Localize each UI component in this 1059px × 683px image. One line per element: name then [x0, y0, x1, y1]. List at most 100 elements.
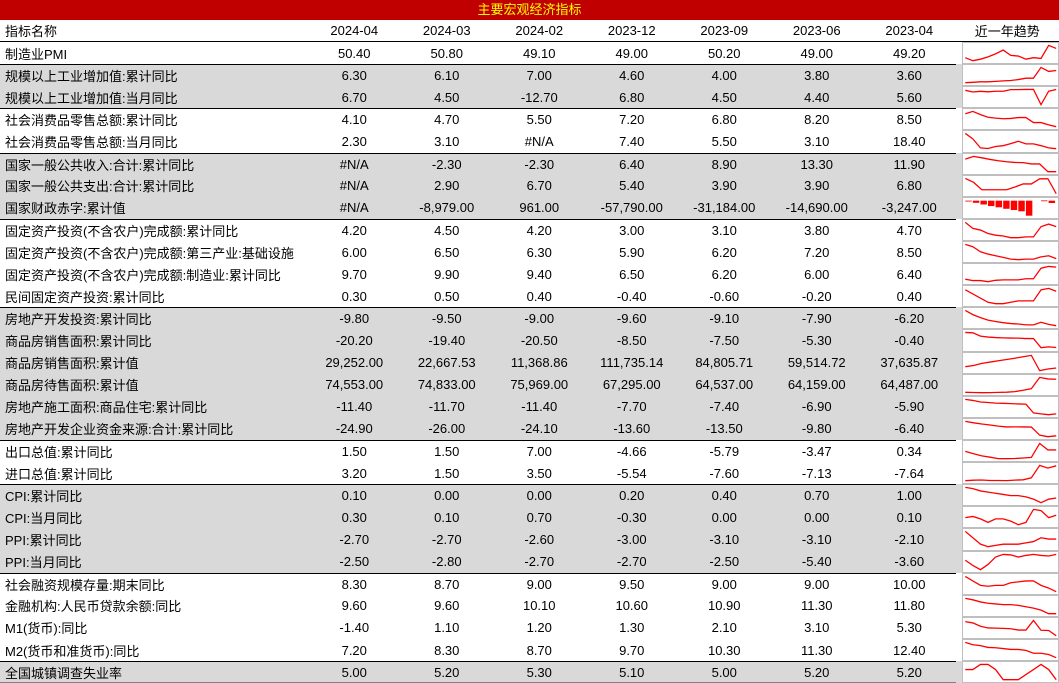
table-row: 商品房销售面积:累计同比 -20.20 -19.40 -20.50 -8.50 …: [0, 329, 1059, 352]
value-cell: 5.00: [678, 661, 771, 683]
value-cell: 10.30: [707, 642, 741, 658]
trend-sparkline: [961, 218, 1059, 241]
value-cell: 6.80: [863, 174, 956, 197]
value-cell: 64,537.00: [678, 373, 771, 396]
trend-sparkline: [961, 86, 1059, 109]
value-cell: 2.90: [400, 174, 493, 197]
indicator-name: 规模以上工业增加值:累计同比: [0, 64, 308, 87]
value-cell: 11.80: [893, 598, 926, 614]
value-cell: 0.00: [493, 484, 586, 507]
sparkline-svg: [964, 486, 1056, 504]
trend-sparkline: [961, 240, 1059, 264]
value-cell: 1.30: [619, 620, 645, 636]
table-row: PPI:累计同比 -2.70 -2.70 -2.60 -3.00 -3.10 -…: [0, 528, 1059, 551]
value-cell: -2.60: [493, 528, 586, 551]
table-row: PPI:当月同比 -2.50 -2.80 -2.70 -2.70 -2.50 -…: [0, 550, 1059, 573]
trend-sparkline: [961, 594, 1059, 617]
value-cell: -2.30: [400, 152, 493, 175]
value-cell: -11.40: [308, 395, 401, 418]
value-cell: 0.30: [308, 506, 401, 529]
value-cell: -5.79: [678, 439, 771, 462]
value-cell: 8.30: [308, 572, 401, 595]
trend-sparkline: [961, 174, 1059, 197]
value-cell: 49.00: [800, 45, 834, 61]
value-cell: -9.80: [770, 417, 863, 440]
value-cell: 961.00: [493, 196, 586, 219]
value-cell: 7.00: [493, 439, 586, 462]
value-cell: 4.20: [493, 218, 586, 241]
value-cell: 6.30: [308, 64, 401, 87]
column-header-2023-04: 2023-04: [885, 23, 934, 38]
value-cell: 9.60: [434, 598, 460, 614]
value-cell: -0.60: [709, 288, 740, 304]
value-cell: -31,184.00: [678, 196, 771, 219]
indicator-name: 房地产开发企业资金来源:合计:累计同比: [0, 417, 308, 440]
value-cell: 5.30: [896, 620, 922, 636]
value-cell: -0.30: [585, 506, 678, 529]
trend-sparkline: [961, 395, 1059, 418]
table-row: 进口总值:累计同比 3.20 1.50 3.50 -5.54 -7.60 -7.…: [0, 462, 1059, 485]
trend-cell: [956, 638, 1059, 662]
value-cell: -2.70: [308, 528, 401, 551]
value-cell: 9.70: [619, 642, 645, 658]
trend-cell: [956, 130, 1059, 153]
sparkline-svg: [964, 221, 1056, 239]
sparkline-svg: [964, 44, 1056, 62]
value-cell: 1.20: [526, 620, 552, 636]
table-row: 社会消费品零售总额:累计同比 4.10 4.70 5.50 7.20 6.80 …: [0, 108, 1059, 131]
indicator-name: M1(货币):同比: [5, 621, 88, 637]
sparkline-svg: [964, 200, 1055, 216]
value-cell: 10.60: [615, 598, 649, 614]
value-cell: -24.10: [493, 417, 586, 440]
value-cell: -3.00: [585, 528, 678, 551]
indicator-name: 商品房销售面积:累计值: [0, 351, 308, 374]
trend-sparkline: [961, 64, 1059, 87]
sparkline-svg: [964, 420, 1056, 438]
table-row: 房地产施工面积:商品住宅:累计同比 -11.40 -11.70 -11.40 -…: [0, 395, 1059, 418]
value-cell: 3.10: [804, 133, 830, 149]
value-cell: 9.00: [493, 572, 586, 595]
value-cell: 6.40: [896, 266, 922, 282]
value-cell: 3.90: [770, 174, 863, 197]
indicator-name: 社会消费品零售总额:累计同比: [0, 108, 308, 130]
column-header-2023-06: 2023-06: [792, 23, 841, 38]
value-cell: -13.50: [678, 417, 771, 440]
indicator-name: M2(货币和准货币):同比: [5, 643, 140, 659]
value-cell: 8.70: [400, 572, 493, 595]
trend-cell: [955, 196, 1059, 219]
value-cell: 4.00: [678, 64, 771, 87]
trend-sparkline: [961, 130, 1059, 153]
trend-sparkline: [961, 285, 1059, 308]
value-cell: 49.00: [615, 45, 649, 61]
value-cell: 0.40: [678, 484, 771, 507]
sparkline-svg: [964, 553, 1056, 570]
trend-sparkline: [961, 638, 1059, 662]
value-cell: 0.40: [526, 288, 552, 304]
table-row: 商品房待售面积:累计值 74,553.00 74,833.00 75,969.0…: [0, 373, 1059, 396]
trend-sparkline: [961, 528, 1059, 551]
value-cell: -24.90: [308, 417, 401, 440]
value-cell: -13.60: [585, 417, 678, 440]
table-row: 房地产开发投资:累计同比 -9.80 -9.50 -9.00 -9.60 -9.…: [0, 307, 1059, 330]
indicator-name: 固定资产投资(不含农户)完成额:第三产业:基础设施: [5, 245, 294, 261]
indicator-name: 固定资产投资(不含农户)完成额:累计同比: [0, 218, 308, 241]
value-cell: 0.50: [434, 288, 460, 304]
trend-sparkline: [961, 351, 1059, 374]
value-cell: 7.00: [493, 64, 586, 87]
value-cell: 1.00: [863, 484, 956, 507]
value-cell: 2.10: [711, 620, 737, 636]
column-header-trend: 近一年趋势: [974, 24, 1040, 39]
sparkline-svg: [964, 88, 1056, 107]
value-cell: 59,514.72: [770, 351, 863, 374]
value-cell: 6.00: [804, 266, 830, 282]
value-cell: 84,805.71: [678, 351, 771, 374]
table-row: 社会融资规模存量:期末同比 8.30 8.70 9.00 9.50 9.00 9…: [0, 572, 1059, 595]
value-cell: 5.60: [863, 86, 956, 109]
value-cell: 9.70: [341, 266, 367, 282]
trend-sparkline: [961, 196, 1059, 219]
value-cell: 8.70: [526, 642, 552, 658]
value-cell: 6.20: [711, 266, 737, 282]
trend-cell: [955, 174, 1059, 197]
value-cell: -4.66: [585, 439, 678, 462]
value-cell: 7.20: [804, 244, 830, 260]
